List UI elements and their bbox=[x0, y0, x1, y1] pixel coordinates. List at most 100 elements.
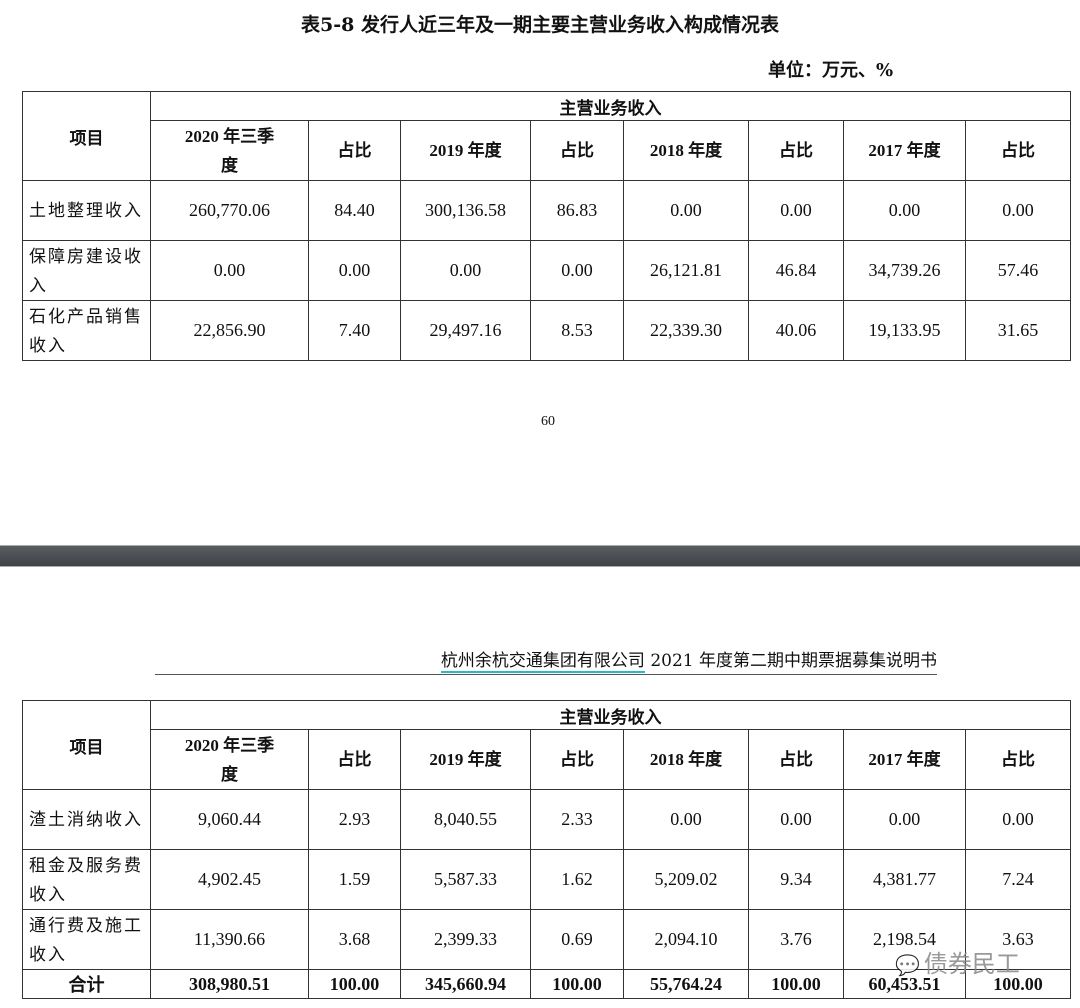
cell: 0.00 bbox=[530, 240, 624, 301]
header-col: 占比 bbox=[748, 729, 844, 790]
header-col: 占比 bbox=[530, 120, 624, 181]
watermark: 💬 债券民工 bbox=[895, 944, 1020, 979]
total-cell: 100.00 bbox=[748, 969, 844, 999]
header-col: 占比 bbox=[748, 120, 844, 181]
row-label: 租金及服务费收入 bbox=[22, 849, 151, 910]
table-row: 石化产品销售收入 22,856.90 7.40 29,497.16 8.53 22,339… bbox=[22, 300, 1071, 361]
unit-label: 单位：万元、% bbox=[768, 60, 894, 81]
doc-title: 2021 年度第二期中期票据募集说明书 bbox=[650, 651, 937, 671]
header-item: 项目 bbox=[22, 700, 151, 790]
cell: 9.34 bbox=[748, 849, 844, 910]
cell: 8,040.55 bbox=[400, 789, 531, 850]
cell: 86.83 bbox=[530, 180, 624, 241]
header-col: 2020 年三季度 bbox=[150, 120, 309, 181]
cell: 2.93 bbox=[308, 789, 401, 850]
cell: 0.00 bbox=[623, 180, 749, 241]
cell: 84.40 bbox=[308, 180, 401, 241]
table-row: 通行费及施工收入 11,390.66 3.68 2,399.33 0.69 2,094.1… bbox=[22, 909, 1071, 970]
cell: 0.00 bbox=[843, 789, 966, 850]
header-col: 占比 bbox=[530, 729, 624, 790]
cell: 7.24 bbox=[965, 849, 1071, 910]
total-cell: 60,453.51 bbox=[843, 969, 966, 999]
header-group: 主营业务收入 bbox=[150, 91, 1071, 121]
header-item: 项目 bbox=[22, 91, 151, 181]
cell: 0.00 bbox=[965, 789, 1071, 850]
total-row: 合计 308,980.51 100.00 345,660.94 100.00 55,764… bbox=[22, 969, 1071, 999]
header-col: 2017 年度 bbox=[843, 729, 966, 790]
table-row: 保障房建设收入 0.00 0.00 0.00 0.00 26,121.81 46.84 34,… bbox=[22, 240, 1071, 301]
cell: 3.63 bbox=[965, 909, 1071, 970]
page-separator bbox=[0, 545, 1080, 567]
cell: 7.40 bbox=[308, 300, 401, 361]
revenue-table-part2: 项目 主营业务收入 2020 年三季度 占比 2019 年度 占比 2018 年度 占比 201… bbox=[22, 700, 1071, 999]
header-col: 占比 bbox=[965, 120, 1071, 181]
cell: 0.00 bbox=[965, 180, 1071, 241]
header-col: 占比 bbox=[965, 729, 1071, 790]
total-cell: 100.00 bbox=[308, 969, 401, 999]
cell: 5,209.02 bbox=[623, 849, 749, 910]
cell: 3.68 bbox=[308, 909, 401, 970]
header-col: 占比 bbox=[308, 120, 401, 181]
cell: 0.00 bbox=[308, 240, 401, 301]
cell: 2,094.10 bbox=[623, 909, 749, 970]
cell: 0.00 bbox=[150, 240, 309, 301]
row-label: 土地整理收入 bbox=[22, 180, 151, 241]
cell: 46.84 bbox=[748, 240, 844, 301]
header-col: 2019 年度 bbox=[400, 729, 531, 790]
cell: 2.33 bbox=[530, 789, 624, 850]
cell: 0.00 bbox=[843, 180, 966, 241]
cell: 0.69 bbox=[530, 909, 624, 970]
cell: 260,770.06 bbox=[150, 180, 309, 241]
cell: 4,381.77 bbox=[843, 849, 966, 910]
cell: 34,739.26 bbox=[843, 240, 966, 301]
total-cell: 55,764.24 bbox=[623, 969, 749, 999]
cell: 57.46 bbox=[965, 240, 1071, 301]
header-col: 2017 年度 bbox=[843, 120, 966, 181]
header-col: 2018 年度 bbox=[623, 120, 749, 181]
watermark-text: 债券民工 bbox=[923, 950, 1020, 978]
wechat-icon: 💬 bbox=[895, 953, 920, 977]
header-col: 2019 年度 bbox=[400, 120, 531, 181]
table-row: 土地整理收入 260,770.06 84.40 300,136.58 86.83 0.00… bbox=[22, 180, 1071, 241]
page-number: 60 bbox=[541, 414, 555, 429]
company-link[interactable]: 杭州余杭交通集团有限公司 bbox=[440, 651, 645, 673]
table-row: 租金及服务费收入 4,902.45 1.59 5,587.33 1.62 5,209.02… bbox=[22, 849, 1071, 910]
running-header: 杭州余杭交通集团有限公司 2021 年度第二期中期票据募集说明书 bbox=[155, 646, 937, 675]
total-cell: 100.00 bbox=[965, 969, 1071, 999]
cell: 5,587.33 bbox=[400, 849, 531, 910]
table-row: 渣土消纳收入 9,060.44 2.93 8,040.55 2.33 0.00 0.00 0.… bbox=[22, 789, 1071, 850]
cell: 26,121.81 bbox=[623, 240, 749, 301]
row-label: 石化产品销售收入 bbox=[22, 300, 151, 361]
table-title: 表5-8 发行人近三年及一期主要主营业务收入构成情况表 bbox=[301, 14, 779, 36]
cell: 19,133.95 bbox=[843, 300, 966, 361]
revenue-table-part1: 项目 主营业务收入 2020 年三季度 占比 2019 年度 占比 2018 年度 占比 201… bbox=[22, 91, 1071, 361]
cell: 9,060.44 bbox=[150, 789, 309, 850]
total-cell: 100.00 bbox=[530, 969, 624, 999]
total-cell: 345,660.94 bbox=[400, 969, 531, 999]
cell: 4,902.45 bbox=[150, 849, 309, 910]
total-label: 合计 bbox=[22, 969, 151, 999]
cell: 1.59 bbox=[308, 849, 401, 910]
cell: 40.06 bbox=[748, 300, 844, 361]
cell: 29,497.16 bbox=[400, 300, 531, 361]
row-label: 保障房建设收入 bbox=[22, 240, 151, 301]
cell: 0.00 bbox=[748, 180, 844, 241]
cell: 0.00 bbox=[748, 789, 844, 850]
header-group: 主营业务收入 bbox=[150, 700, 1071, 730]
cell: 31.65 bbox=[965, 300, 1071, 361]
cell: 3.76 bbox=[748, 909, 844, 970]
row-label: 渣土消纳收入 bbox=[22, 789, 151, 850]
cell: 0.00 bbox=[623, 789, 749, 850]
header-col: 占比 bbox=[308, 729, 401, 790]
cell: 11,390.66 bbox=[150, 909, 309, 970]
cell: 8.53 bbox=[530, 300, 624, 361]
total-cell: 308,980.51 bbox=[150, 969, 309, 999]
header-col: 2018 年度 bbox=[623, 729, 749, 790]
cell: 300,136.58 bbox=[400, 180, 531, 241]
cell: 22,339.30 bbox=[623, 300, 749, 361]
cell: 2,198.54 bbox=[843, 909, 966, 970]
cell: 0.00 bbox=[400, 240, 531, 301]
cell: 22,856.90 bbox=[150, 300, 309, 361]
row-label: 通行费及施工收入 bbox=[22, 909, 151, 970]
header-col: 2020 年三季度 bbox=[150, 729, 309, 790]
